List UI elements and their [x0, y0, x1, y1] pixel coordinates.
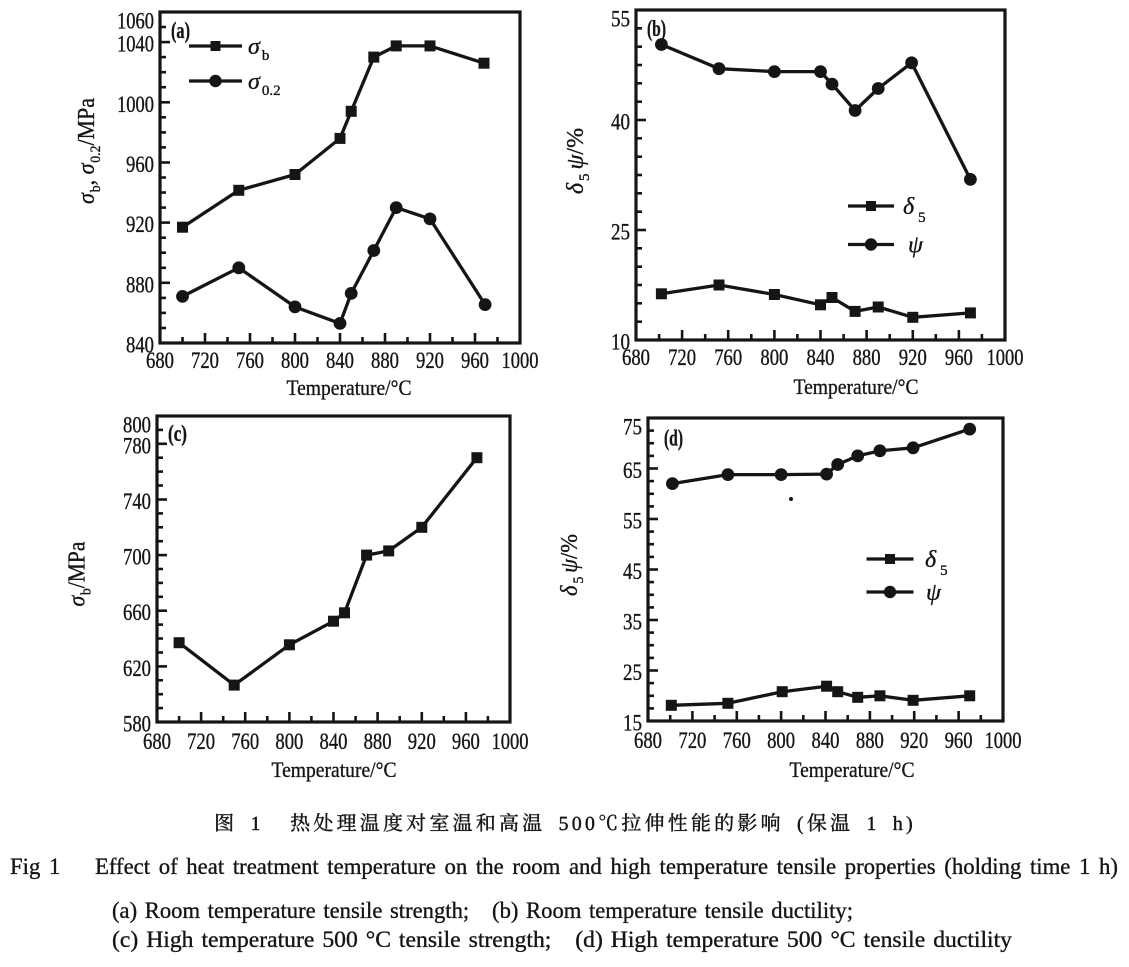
- svg-text:620: 620: [123, 656, 151, 681]
- svg-text:960: 960: [461, 348, 489, 373]
- svg-text:960: 960: [452, 729, 480, 754]
- svg-text:1000: 1000: [502, 348, 539, 373]
- svg-text:1000: 1000: [492, 729, 529, 754]
- svg-text:800: 800: [760, 345, 788, 370]
- svg-text:25: 25: [611, 220, 630, 245]
- svg-text:Fig 1 Effect of heat treatm: Fig 1 Effect of heat treatment temperatu…: [10, 854, 1118, 879]
- svg-text:880: 880: [853, 345, 881, 370]
- svg-text:880: 880: [856, 728, 884, 753]
- svg-text:720: 720: [678, 728, 706, 753]
- svg-text:σb/MPa: σb/MPa: [65, 541, 95, 606]
- svg-text:720: 720: [668, 345, 696, 370]
- svg-text:1040: 1040: [117, 32, 154, 57]
- svg-text:Temperature/°C: Temperature/°C: [272, 757, 397, 782]
- svg-text:920: 920: [416, 348, 444, 373]
- svg-text:1000: 1000: [985, 728, 1022, 753]
- svg-text:880: 880: [126, 272, 154, 297]
- svg-text:680: 680: [143, 729, 171, 754]
- svg-text:ψ: ψ: [926, 580, 942, 606]
- svg-text:(a) Room temperature tensile s: (a) Room temperature tensile strength; (…: [112, 898, 853, 923]
- svg-text:920: 920: [899, 345, 927, 370]
- svg-text:δ5ψ/%: δ5ψ/%: [563, 128, 593, 194]
- svg-text:25: 25: [623, 660, 642, 685]
- svg-text:960: 960: [126, 152, 154, 177]
- svg-text:δ5ψ/%: δ5ψ/%: [557, 534, 587, 596]
- svg-text:Temperature/°C: Temperature/°C: [790, 757, 915, 782]
- svg-text:15: 15: [623, 711, 642, 736]
- svg-text:Temperature/°C: Temperature/°C: [794, 374, 919, 399]
- svg-text:660: 660: [123, 600, 151, 625]
- svg-text:35: 35: [623, 610, 642, 635]
- svg-text:55: 55: [611, 7, 630, 32]
- svg-text:55: 55: [623, 509, 642, 534]
- svg-text:840: 840: [320, 729, 348, 754]
- svg-text:1000: 1000: [117, 92, 154, 117]
- svg-text:700: 700: [123, 545, 151, 570]
- svg-text:780: 780: [123, 433, 151, 458]
- svg-text:65: 65: [623, 458, 642, 483]
- svg-text:680: 680: [634, 728, 662, 753]
- svg-text:680: 680: [622, 345, 650, 370]
- svg-text:800: 800: [123, 413, 151, 438]
- svg-text:10: 10: [611, 330, 630, 355]
- svg-text:(c) High temperature 500 °C te: (c) High temperature 500 °C tensile stre…: [112, 927, 1013, 952]
- svg-text:920: 920: [408, 729, 436, 754]
- svg-text:680: 680: [146, 348, 174, 373]
- svg-text:840: 840: [812, 728, 840, 753]
- svg-text:760: 760: [714, 345, 742, 370]
- svg-text:840: 840: [326, 348, 354, 373]
- svg-text:760: 760: [231, 729, 259, 754]
- svg-text:σb, σ0.2/MPa: σb, σ0.2/MPa: [74, 98, 104, 204]
- svg-text:75: 75: [623, 415, 642, 440]
- svg-text:920: 920: [900, 728, 928, 753]
- svg-text:800: 800: [275, 729, 303, 754]
- svg-text:580: 580: [123, 712, 151, 737]
- svg-text:840: 840: [126, 333, 154, 358]
- svg-text:920: 920: [126, 212, 154, 237]
- svg-text:800: 800: [767, 728, 795, 753]
- svg-text:760: 760: [723, 728, 751, 753]
- svg-text:960: 960: [945, 728, 973, 753]
- svg-text:1000: 1000: [987, 345, 1024, 370]
- svg-text:880: 880: [364, 729, 392, 754]
- svg-text:960: 960: [945, 345, 973, 370]
- svg-text:1060: 1060: [117, 9, 154, 34]
- svg-text:(b): (b): [647, 16, 666, 41]
- svg-text:Temperature/°C: Temperature/°C: [287, 375, 412, 400]
- svg-text:740: 740: [123, 489, 151, 514]
- svg-text:40: 40: [611, 110, 630, 135]
- svg-text:760: 760: [236, 348, 264, 373]
- svg-text:800: 800: [281, 348, 309, 373]
- svg-text:720: 720: [187, 729, 215, 754]
- svg-text:(c): (c): [168, 421, 187, 446]
- svg-text:720: 720: [191, 348, 219, 373]
- svg-text:ψ: ψ: [908, 233, 924, 259]
- svg-text:(d): (d): [664, 426, 683, 451]
- svg-text:45: 45: [623, 559, 642, 584]
- svg-text:840: 840: [807, 345, 835, 370]
- svg-text:(a): (a): [171, 18, 190, 43]
- svg-text:880: 880: [371, 348, 399, 373]
